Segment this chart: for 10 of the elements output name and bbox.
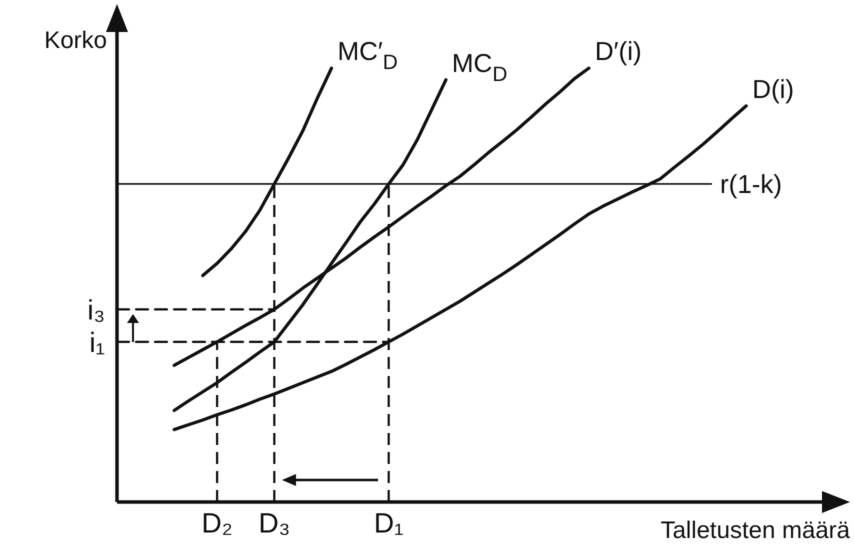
text: i₁ (89, 326, 106, 358)
series-label: D′(i) (594, 36, 642, 66)
text: i₃ (87, 294, 105, 326)
y-axis-title: Korko (44, 27, 108, 54)
series-label: D(i) (752, 74, 794, 104)
x-tick-label: D₃ (258, 508, 290, 539)
x-axis-title: Talletusten määrä (660, 517, 851, 544)
ref-line-label: r(1-k) (720, 168, 782, 199)
x-tick-label: D₁ (374, 508, 404, 539)
x-tick-label: D₂ (202, 508, 233, 539)
